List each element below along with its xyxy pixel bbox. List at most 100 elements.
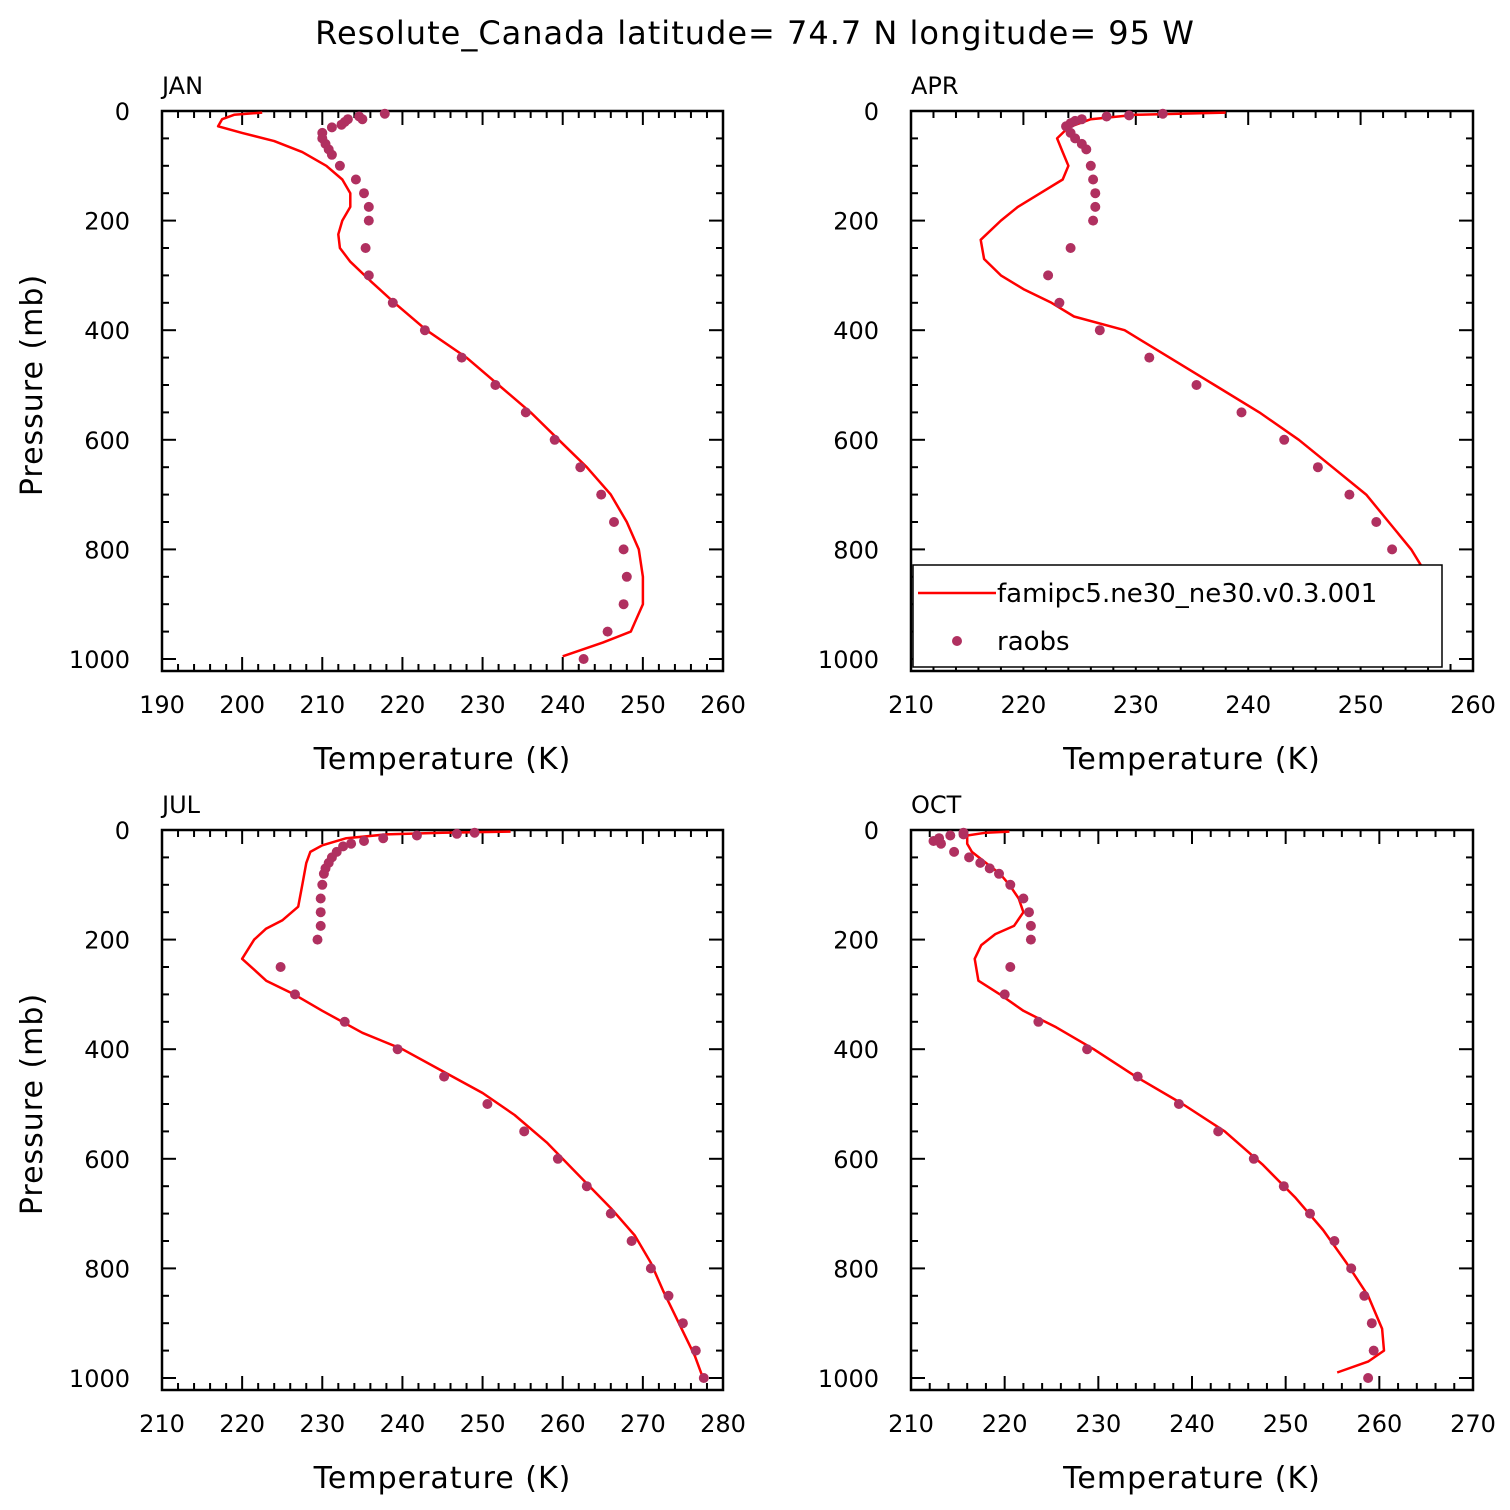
raobs-point [645,1263,656,1274]
raobs-point [456,352,467,363]
raobs-point [1248,1153,1259,1164]
raobs-point [1085,160,1096,171]
raobs-point [1305,1208,1315,1219]
raobs-point [690,1345,701,1356]
raobs-point [363,270,374,281]
y-tick-label: 0 [115,817,130,845]
x-tick-label: 270 [620,1410,666,1438]
panel-label: OCT [911,791,962,819]
y-tick-label: 400 [84,1036,130,1064]
raobs-point [958,829,969,840]
raobs-point [520,407,531,418]
y-tick-label: 0 [115,98,130,126]
raobs-point [350,174,361,185]
y-tick-label: 1000 [69,1365,130,1393]
x-tick-label: 230 [1113,691,1159,719]
x-tick-label: 210 [888,1410,934,1438]
raobs-point [1213,1126,1224,1137]
raobs-point [1191,380,1202,390]
legend-obs-swatch [952,636,962,646]
raobs-point [1082,1044,1093,1055]
plot-frame [160,109,725,673]
raobs-point [552,1153,563,1164]
x-tick-label: 260 [1356,1410,1402,1438]
x-tick-label: 260 [540,1410,586,1438]
raobs-point [1387,544,1398,555]
y-axis-title: Pressure (mb) [15,993,50,1215]
x-tick-label: 250 [1338,691,1384,719]
raobs-point [677,1318,688,1329]
x-tick-label: 210 [888,691,934,719]
chart-panel-jul: JUL 210 220 230 240 250 260 270 280 0 200 400 600 800… [15,791,746,1496]
chart-panel-jan: JAN 190 200 210 220 230 240 250 260 0 200 400 600 800… [15,72,746,777]
raobs-point [312,934,323,945]
raobs-point [928,836,939,846]
raobs-point [626,1236,637,1246]
raobs-point [1033,1016,1044,1027]
y-tick-label: 800 [84,1255,130,1283]
raobs-point [549,434,560,445]
y-tick-label: 800 [833,536,879,564]
raobs-point [975,857,986,868]
raobs-point [1312,462,1323,473]
y-tick-label: 400 [833,1036,879,1064]
x-tick-label: 190 [139,691,185,719]
x-tick-label: 220 [219,1410,265,1438]
raobs-point [339,1016,350,1027]
raobs-point [357,114,368,125]
x-axis-title: Temperature (K) [1062,742,1321,777]
x-axis-title: Temperature (K) [313,742,572,777]
plot-frame [160,828,725,1392]
x-tick-label: 250 [1263,1410,1309,1438]
raobs-point [419,325,430,336]
raobs-point [936,838,946,849]
y-tick-label: 400 [84,317,130,345]
raobs-point [379,108,390,119]
y-tick-label: 600 [833,427,879,455]
panel-label: APR [911,72,959,100]
raobs-point [1005,962,1016,972]
raobs-point [318,868,329,879]
raobs-point [596,489,607,500]
y-tick-label: 200 [84,927,130,955]
raobs-point [1329,1236,1340,1246]
raobs-point [1366,1318,1377,1329]
y-tick-label: 800 [84,536,130,564]
raobs-point [1088,215,1099,226]
raobs-point [317,879,328,890]
raobs-point [326,149,337,160]
y-tick-label: 600 [84,1146,130,1174]
y-tick-label: 0 [864,98,879,126]
raobs-point [1278,1181,1289,1192]
raobs-point [1081,144,1092,155]
raobs-point [949,846,960,857]
raobs-point [290,989,300,1000]
raobs-point [387,297,398,308]
raobs-point [378,833,389,844]
raobs-point [1157,108,1168,119]
raobs-point [1005,879,1016,890]
raobs-point [618,544,629,555]
x-tick-label: 240 [380,1410,426,1438]
y-tick-label: 200 [84,208,130,236]
x-tick-label: 260 [700,691,746,719]
x-tick-label: 220 [380,691,426,719]
raobs-point [1024,907,1034,918]
chart-panel-oct: OCT 210 220 230 240 250 260 270 0 200 400 600 800 100… [818,791,1496,1496]
raobs-point [1359,1290,1370,1301]
y-tick-label: 200 [833,927,879,955]
raobs-point [1094,325,1105,336]
raobs-point [602,626,613,637]
raobs-point [945,830,956,841]
legend-box [912,564,1443,668]
model-line [979,111,1439,658]
y-tick-label: 1000 [818,646,879,674]
raobs-point [1043,270,1054,281]
raobs-point [1124,110,1135,121]
x-tick-label: 220 [1000,691,1046,719]
x-tick-label: 200 [219,691,265,719]
raobs-point [1279,434,1290,445]
raobs-point [359,836,369,846]
